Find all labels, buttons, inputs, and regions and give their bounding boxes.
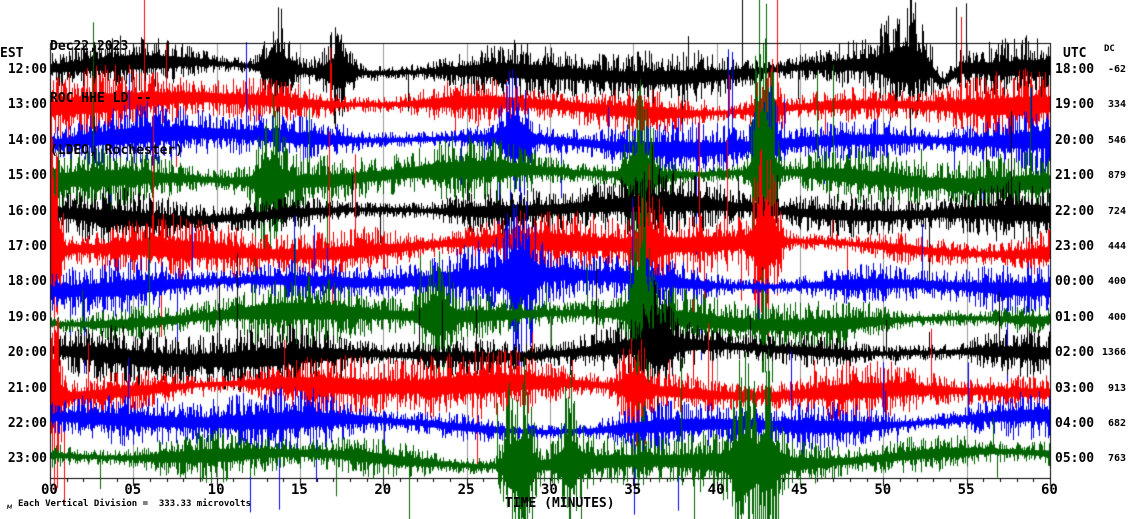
affiliation-label: (LDEO, Rochester) xyxy=(50,143,184,158)
x-tick-label: 00 xyxy=(41,482,58,498)
dc-value: 334 xyxy=(1107,99,1126,111)
x-tick-label: 35 xyxy=(624,482,642,498)
dc-value: 724 xyxy=(1107,205,1126,217)
utc-axis-label: UTC xyxy=(1063,46,1087,61)
x-tick-label: 10 xyxy=(207,482,225,498)
utc-time-label: 02:00 xyxy=(1055,345,1095,361)
x-tick-label: 55 xyxy=(957,482,975,498)
est-time-label: 15:00 xyxy=(7,168,47,184)
utc-time-label: 21:00 xyxy=(1055,168,1095,184)
est-time-label: 13:00 xyxy=(7,97,47,113)
x-tick-label: 50 xyxy=(874,482,892,498)
dc-value: 1366 xyxy=(1101,347,1126,359)
x-tick-label: 05 xyxy=(124,482,142,498)
x-tick-label: 45 xyxy=(791,482,808,498)
utc-time-label: 04:00 xyxy=(1055,416,1095,431)
dc-axis-label: DC xyxy=(1104,44,1115,54)
est-time-label: 16:00 xyxy=(7,203,47,219)
est-time-label: 18:00 xyxy=(7,274,47,290)
x-tick-label: 25 xyxy=(457,482,475,498)
utc-time-label: 00:00 xyxy=(1055,274,1095,290)
dc-value: 682 xyxy=(1107,418,1126,429)
utc-time-label: 18:00 xyxy=(1055,62,1095,77)
date-label: Dec22,2023 xyxy=(50,39,129,54)
station-label: ROC HHE LD -- xyxy=(50,91,152,106)
dc-value: 444 xyxy=(1107,241,1126,252)
utc-time-label: 22:00 xyxy=(1055,203,1095,219)
est-time-label: 17:00 xyxy=(7,239,47,254)
est-axis-label: EST xyxy=(0,46,24,61)
dc-value: 879 xyxy=(1107,170,1126,182)
x-tick-label: 15 xyxy=(291,482,308,498)
est-time-label: 23:00 xyxy=(7,451,47,467)
dc-value: 763 xyxy=(1107,453,1126,465)
utc-time-label: 05:00 xyxy=(1055,451,1095,467)
dc-value: 913 xyxy=(1107,382,1126,394)
x-tick-label: 20 xyxy=(374,482,392,498)
dc-value: 546 xyxy=(1107,134,1126,146)
x-tick-label: 60 xyxy=(1041,482,1058,498)
x-tick-label: 30 xyxy=(541,482,558,498)
est-time-label: 14:00 xyxy=(7,132,47,148)
watermark-glyph: м xyxy=(7,502,12,511)
dc-value: 400 xyxy=(1107,311,1126,323)
utc-time-label: 19:00 xyxy=(1055,97,1095,113)
est-time-label: 22:00 xyxy=(7,416,47,431)
dc-value: -62 xyxy=(1107,64,1126,75)
est-time-label: 21:00 xyxy=(7,380,47,396)
utc-time-label: 01:00 xyxy=(1055,309,1095,325)
est-time-label: 20:00 xyxy=(7,345,47,361)
est-time-label: 12:00 xyxy=(7,62,47,77)
utc-time-label: 20:00 xyxy=(1055,132,1095,148)
x-tick-label: 40 xyxy=(707,482,725,498)
utc-time-label: 03:00 xyxy=(1055,380,1095,396)
scale-note: Each Vertical Division = 333.33 microvol… xyxy=(18,499,251,509)
utc-time-label: 23:00 xyxy=(1055,239,1095,254)
est-time-label: 19:00 xyxy=(7,309,47,325)
x-axis-title: TIME (MINUTES) xyxy=(505,496,615,511)
dc-value: 400 xyxy=(1107,276,1126,288)
